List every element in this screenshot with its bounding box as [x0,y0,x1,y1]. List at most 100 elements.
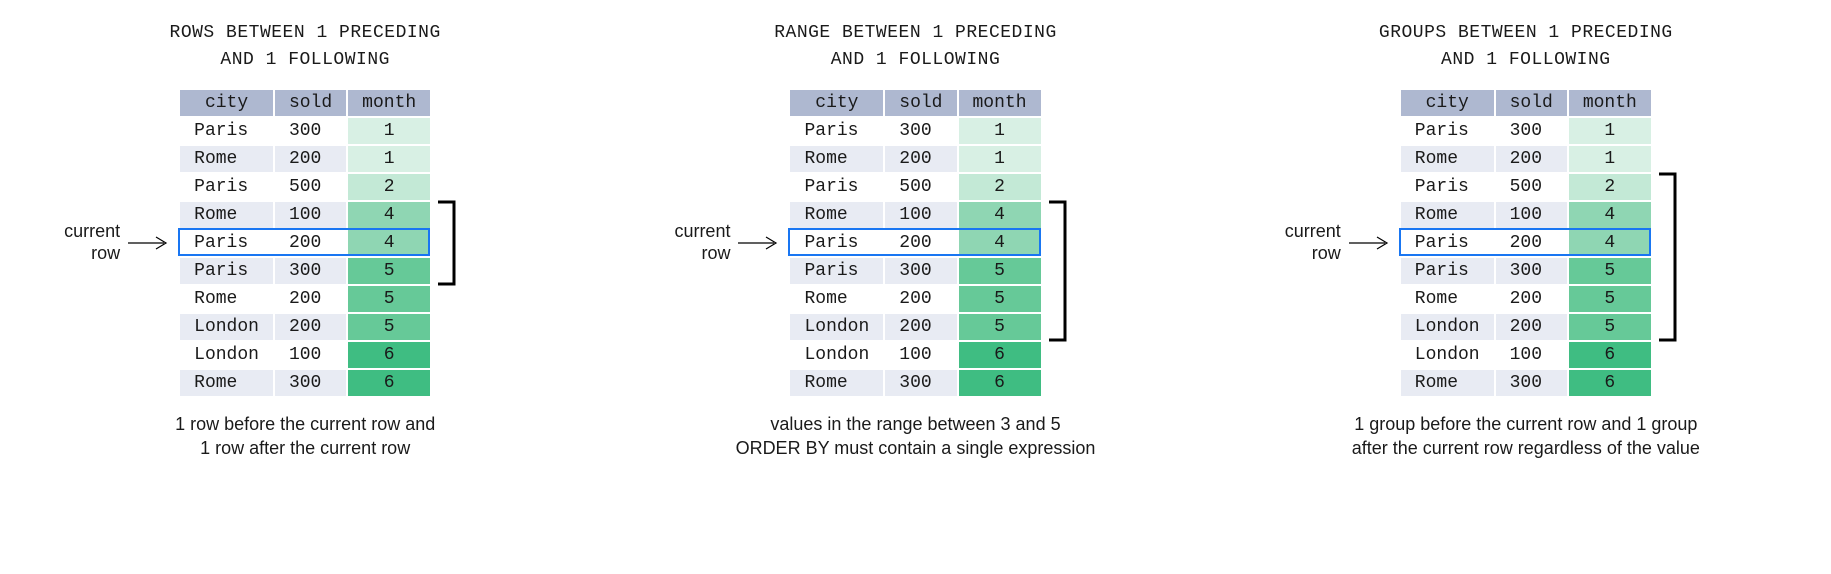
table-row: Paris5002 [790,174,1040,200]
cell-city: Paris [180,258,273,284]
cell-sold: 200 [1496,314,1567,340]
cell-city: Rome [1401,370,1494,396]
current-row-annotation: current row [64,221,172,264]
cell-sold: 200 [275,146,346,172]
panel-caption: 1 group before the current row and 1 gro… [1352,412,1700,461]
panel-rows: ROWS BETWEEN 1 PRECEDING AND 1 FOLLOWING… [20,20,590,461]
panel-title: ROWS BETWEEN 1 PRECEDING AND 1 FOLLOWING [170,20,441,74]
table-row: Paris3005 [180,258,430,284]
cell-month: 4 [959,202,1041,228]
diagram-container: ROWS BETWEEN 1 PRECEDING AND 1 FOLLOWING… [20,20,1811,461]
cell-month: 2 [348,174,430,200]
panel-caption: values in the range between 3 and 5 ORDE… [736,412,1096,461]
cell-month: 4 [1569,202,1651,228]
cell-month: 2 [959,174,1041,200]
data-table: citysoldmonthParis3001Rome2001Paris5002R… [1399,88,1653,398]
cell-sold: 200 [1496,146,1567,172]
col-header-sold: sold [885,90,956,116]
cell-city: Rome [180,286,273,312]
col-header-sold: sold [275,90,346,116]
cell-month: 6 [348,342,430,368]
arrow-right-icon [1347,233,1393,253]
col-header-sold: sold [1496,90,1567,116]
cell-month: 1 [959,146,1041,172]
cell-month: 6 [1569,342,1651,368]
cell-month: 5 [348,258,430,284]
data-table: citysoldmonthParis3001Rome2001Paris5002R… [788,88,1042,398]
cell-month: 5 [1569,258,1651,284]
cell-month: 2 [1569,174,1651,200]
cell-month: 1 [959,118,1041,144]
cell-city: Rome [180,370,273,396]
cell-sold: 100 [1496,202,1567,228]
bracket-icon [1047,200,1069,342]
cell-month: 5 [348,314,430,340]
cell-sold: 300 [275,258,346,284]
cell-month: 6 [1569,370,1651,396]
cell-month: 6 [348,370,430,396]
cell-city: Paris [180,174,273,200]
table-row: Rome2001 [1401,146,1651,172]
cell-city: London [790,342,883,368]
current-row-annotation: current row [1285,221,1393,264]
col-header-city: city [790,90,883,116]
cell-sold: 100 [1496,342,1567,368]
cell-sold: 200 [885,230,956,256]
cell-sold: 100 [885,202,956,228]
panel-title: GROUPS BETWEEN 1 PRECEDING AND 1 FOLLOWI… [1379,20,1673,74]
cell-sold: 200 [885,314,956,340]
cell-sold: 500 [1496,174,1567,200]
table-row: London1006 [1401,342,1651,368]
cell-month: 1 [348,146,430,172]
cell-city: London [180,314,273,340]
cell-month: 1 [1569,146,1651,172]
cell-sold: 300 [275,370,346,396]
cell-city: Paris [1401,118,1494,144]
cell-city: Paris [1401,174,1494,200]
cell-city: Paris [790,118,883,144]
cell-sold: 300 [275,118,346,144]
table-row: Paris3001 [1401,118,1651,144]
table-row: Paris2004 [1401,230,1651,256]
table-row: Paris3005 [790,258,1040,284]
cell-month: 1 [348,118,430,144]
table-wrap: citysoldmonthParis3001Rome2001Paris5002R… [788,88,1042,398]
cell-sold: 300 [885,258,956,284]
cell-city: Rome [1401,286,1494,312]
table-row: Rome1004 [180,202,430,228]
table-row: London2005 [180,314,430,340]
cell-city: Paris [1401,258,1494,284]
col-header-city: city [1401,90,1494,116]
table-row: Rome2005 [180,286,430,312]
cell-month: 6 [959,342,1041,368]
cell-city: London [180,342,273,368]
table-row: London1006 [790,342,1040,368]
cell-sold: 100 [275,342,346,368]
cell-city: Rome [180,146,273,172]
table-row: Rome2001 [790,146,1040,172]
cell-sold: 200 [1496,286,1567,312]
col-header-month: month [1569,90,1651,116]
current-row-label: current row [64,221,120,264]
table-row: Rome1004 [1401,202,1651,228]
table-row: Paris3001 [180,118,430,144]
cell-month: 1 [1569,118,1651,144]
table-row: Rome1004 [790,202,1040,228]
cell-city: Rome [790,370,883,396]
cell-month: 4 [348,202,430,228]
current-row-annotation: current row [674,221,782,264]
cell-city: Rome [790,146,883,172]
current-row-label: current row [1285,221,1341,264]
table-holder: citysoldmonthParis3001Rome2001Paris5002R… [178,88,432,398]
col-header-city: city [180,90,273,116]
cell-sold: 300 [885,118,956,144]
panel-caption: 1 row before the current row and 1 row a… [175,412,435,461]
table-row: London1006 [180,342,430,368]
cell-sold: 100 [275,202,346,228]
cell-city: London [1401,314,1494,340]
cell-sold: 200 [275,230,346,256]
cell-city: Paris [790,258,883,284]
table-wrap: citysoldmonthParis3001Rome2001Paris5002R… [1399,88,1653,398]
cell-month: 4 [348,230,430,256]
cell-city: Rome [790,286,883,312]
